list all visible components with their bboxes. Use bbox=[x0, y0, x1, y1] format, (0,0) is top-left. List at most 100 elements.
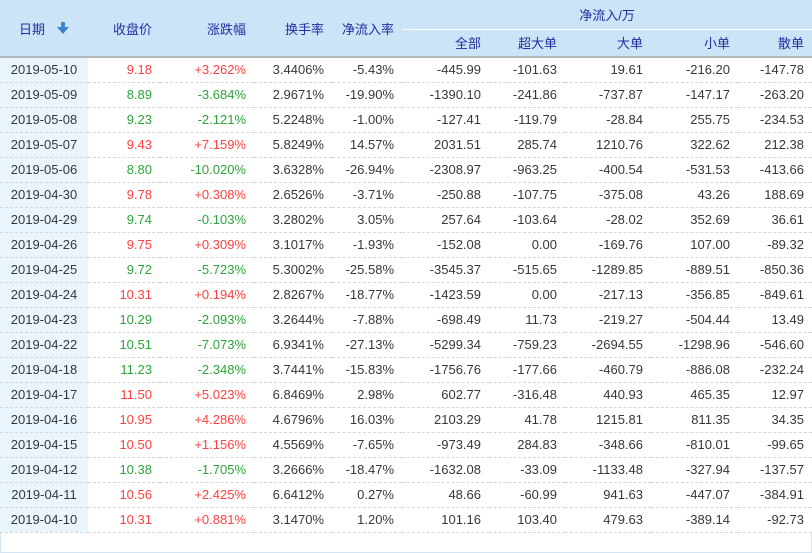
cell-change: -0.103% bbox=[160, 207, 254, 233]
cell-retail: -232.24 bbox=[738, 357, 812, 383]
cell-inflow_rate: -26.94% bbox=[332, 157, 402, 183]
cell-retail: -263.20 bbox=[738, 82, 812, 108]
subheader-retail-order: 散单 bbox=[738, 29, 812, 57]
cell-turnover: 3.2666% bbox=[254, 457, 332, 483]
cell-change: +7.159% bbox=[160, 132, 254, 158]
sort-desc-icon[interactable] bbox=[57, 22, 69, 34]
cell-close: 9.23 bbox=[88, 107, 160, 133]
table-row: 2019-04-18 11.23 -2.348% 3.7441% -15.83% -175… bbox=[0, 357, 812, 383]
subheader-super-large-order: 超大单 bbox=[489, 29, 565, 57]
cell-xl: -107.75 bbox=[489, 182, 565, 208]
cell-retail: 36.61 bbox=[738, 207, 812, 233]
cell-lg: 1210.76 bbox=[565, 132, 651, 158]
cell-inflow_rate: 0.27% bbox=[332, 482, 402, 508]
cell-sm: 811.35 bbox=[651, 407, 738, 433]
cell-xl: 41.78 bbox=[489, 407, 565, 433]
cell-lg: 941.63 bbox=[565, 482, 651, 508]
cell-change: +5.023% bbox=[160, 382, 254, 408]
cell-xl: -101.63 bbox=[489, 56, 565, 83]
cell-all: 2031.51 bbox=[402, 132, 489, 158]
cell-sm: -504.44 bbox=[651, 307, 738, 333]
cell-inflow_rate: 14.57% bbox=[332, 132, 402, 158]
cell-turnover: 5.3002% bbox=[254, 257, 332, 283]
cell-date: 2019-04-29 bbox=[0, 207, 88, 233]
cell-xl: -60.99 bbox=[489, 482, 565, 508]
cell-xl: 11.73 bbox=[489, 307, 565, 333]
cell-change: -2.121% bbox=[160, 107, 254, 133]
table-row: 2019-04-26 9.75 +0.309% 3.1017% -1.93% -152.0… bbox=[0, 232, 812, 258]
subheader-large-order: 大单 bbox=[565, 29, 651, 57]
cell-lg: -1133.48 bbox=[565, 457, 651, 483]
cell-turnover: 5.8249% bbox=[254, 132, 332, 158]
cell-date: 2019-04-16 bbox=[0, 407, 88, 433]
cell-turnover: 2.9671% bbox=[254, 82, 332, 108]
cell-all: 101.16 bbox=[402, 507, 489, 533]
cell-change: +0.308% bbox=[160, 182, 254, 208]
cell-lg: -348.66 bbox=[565, 432, 651, 458]
cell-change: -10.020% bbox=[160, 157, 254, 183]
cell-inflow_rate: -7.65% bbox=[332, 432, 402, 458]
cell-retail: 12.97 bbox=[738, 382, 812, 408]
cell-all: 48.66 bbox=[402, 482, 489, 508]
cell-close: 9.72 bbox=[88, 257, 160, 283]
cell-close: 10.38 bbox=[88, 457, 160, 483]
cell-xl: 103.40 bbox=[489, 507, 565, 533]
table-row: 2019-04-23 10.29 -2.093% 3.2644% -7.88% -698.… bbox=[0, 307, 812, 333]
cell-change: -7.073% bbox=[160, 332, 254, 358]
table-row: 2019-04-11 10.56 +2.425% 6.6412% 0.27% 48.66-… bbox=[0, 482, 812, 508]
cell-xl: 285.74 bbox=[489, 132, 565, 158]
table-row: 2019-05-10 9.18 +3.262% 3.4406% -5.43% -445.9… bbox=[0, 56, 812, 83]
cell-date: 2019-05-07 bbox=[0, 132, 88, 158]
subheader-small-order: 小单 bbox=[651, 29, 738, 57]
cell-lg: -219.27 bbox=[565, 307, 651, 333]
cell-sm: -216.20 bbox=[651, 56, 738, 83]
cell-all: -1390.10 bbox=[402, 82, 489, 108]
header-turnover-rate: 换手率 bbox=[254, 0, 332, 57]
cell-turnover: 5.2248% bbox=[254, 107, 332, 133]
cell-date: 2019-05-08 bbox=[0, 107, 88, 133]
cell-xl: 0.00 bbox=[489, 282, 565, 308]
cell-inflow_rate: -27.13% bbox=[332, 332, 402, 358]
cell-close: 9.18 bbox=[88, 56, 160, 83]
cell-inflow_rate: -7.88% bbox=[332, 307, 402, 333]
header-date[interactable]: 日期 bbox=[0, 0, 88, 57]
cell-retail: 188.69 bbox=[738, 182, 812, 208]
cell-retail: 212.38 bbox=[738, 132, 812, 158]
cell-turnover: 3.1470% bbox=[254, 507, 332, 533]
cell-sm: -531.53 bbox=[651, 157, 738, 183]
cell-close: 11.50 bbox=[88, 382, 160, 408]
cell-close: 9.78 bbox=[88, 182, 160, 208]
cell-change: -3.684% bbox=[160, 82, 254, 108]
cell-turnover: 6.9341% bbox=[254, 332, 332, 358]
cell-retail: -546.60 bbox=[738, 332, 812, 358]
cell-all: -127.41 bbox=[402, 107, 489, 133]
cell-retail: -147.78 bbox=[738, 56, 812, 83]
cell-lg: -217.13 bbox=[565, 282, 651, 308]
cell-change: +2.425% bbox=[160, 482, 254, 508]
cell-turnover: 3.7441% bbox=[254, 357, 332, 383]
cell-lg: -169.76 bbox=[565, 232, 651, 258]
cell-retail: -99.65 bbox=[738, 432, 812, 458]
cell-xl: -119.79 bbox=[489, 107, 565, 133]
cell-close: 8.80 bbox=[88, 157, 160, 183]
cell-xl: -103.64 bbox=[489, 207, 565, 233]
table-row: 2019-04-16 10.95 +4.286% 4.6796% 16.03% 2103.… bbox=[0, 407, 812, 433]
cell-inflow_rate: -1.93% bbox=[332, 232, 402, 258]
cell-retail: -137.57 bbox=[738, 457, 812, 483]
cell-date: 2019-04-11 bbox=[0, 482, 88, 508]
table-row: 2019-05-08 9.23 -2.121% 5.2248% -1.00% -127.4… bbox=[0, 107, 812, 133]
cell-all: -973.49 bbox=[402, 432, 489, 458]
cell-date: 2019-04-10 bbox=[0, 507, 88, 533]
cell-sm: 352.69 bbox=[651, 207, 738, 233]
cell-inflow_rate: 3.05% bbox=[332, 207, 402, 233]
sort-arrow-head bbox=[57, 27, 69, 34]
cell-change: +4.286% bbox=[160, 407, 254, 433]
cell-turnover: 3.6328% bbox=[254, 157, 332, 183]
cell-date: 2019-05-10 bbox=[0, 56, 88, 83]
cell-all: 602.77 bbox=[402, 382, 489, 408]
cell-all: -698.49 bbox=[402, 307, 489, 333]
table-row: 2019-05-09 8.89 -3.684% 2.9671% -19.90% -1390… bbox=[0, 82, 812, 108]
cell-turnover: 3.4406% bbox=[254, 56, 332, 83]
cell-sm: -886.08 bbox=[651, 357, 738, 383]
